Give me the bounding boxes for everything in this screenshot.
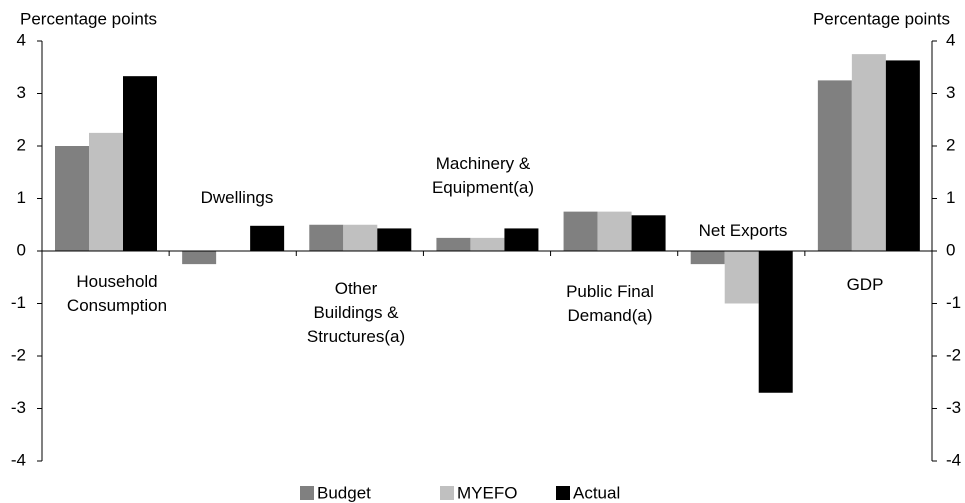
category-label: Public Final Demand(a)	[566, 282, 654, 325]
category-label: Other Buildings & Structures(a)	[306, 279, 406, 346]
legend-label: Budget	[317, 483, 371, 502]
y-tick-label: -1	[11, 293, 26, 312]
bar	[597, 211, 632, 251]
bar	[182, 251, 217, 265]
legend-swatch	[300, 486, 314, 500]
y-tick-label: 3	[17, 83, 26, 102]
bar	[851, 54, 886, 251]
y2-tick-label: -4	[946, 450, 961, 469]
bar	[690, 251, 725, 265]
category-label: Net Exports	[698, 221, 788, 240]
category-label: GDP	[846, 275, 884, 294]
y2-tick-label: -1	[946, 293, 961, 312]
y2-tick-label: -2	[946, 345, 961, 364]
y-tick-label: -2	[11, 345, 26, 364]
category-label: Household Consumption	[66, 272, 168, 315]
y2-tick-label: 4	[946, 30, 955, 49]
legend-label: MYEFO	[457, 483, 517, 502]
bar	[377, 228, 412, 251]
bar	[563, 211, 598, 251]
bar	[724, 251, 759, 304]
bar	[817, 80, 852, 251]
legend-label: Actual	[573, 483, 620, 502]
y-tick-label: 4	[17, 30, 26, 49]
y2-axis-label: Percentage points	[813, 9, 950, 28]
bar	[470, 237, 505, 251]
bar	[250, 225, 285, 251]
bar	[631, 215, 666, 251]
y-tick-label: 0	[17, 240, 26, 259]
y2-tick-label: 2	[946, 135, 955, 154]
y-tick-label: 2	[17, 135, 26, 154]
y-tick-label: -4	[11, 450, 26, 469]
y-axis-label: Percentage points	[20, 9, 157, 28]
bar	[758, 251, 793, 393]
bar	[123, 76, 157, 251]
bar	[309, 224, 344, 251]
legend-swatch	[556, 486, 570, 500]
legend-swatch	[440, 486, 454, 500]
y-tick-label: -3	[11, 398, 26, 417]
bar	[55, 146, 89, 251]
y-tick-label: 1	[17, 188, 26, 207]
y2-tick-label: 3	[946, 83, 955, 102]
y2-tick-label: 1	[946, 188, 955, 207]
category-label: Machinery & Equipment(a)	[431, 154, 535, 197]
bar	[885, 60, 920, 251]
bar	[89, 132, 123, 251]
bar	[436, 237, 471, 251]
y2-tick-label: -3	[946, 398, 961, 417]
category-label: Dwellings	[200, 188, 274, 207]
bar	[343, 224, 378, 251]
y2-tick-label: 0	[946, 240, 955, 259]
bar	[504, 228, 539, 251]
